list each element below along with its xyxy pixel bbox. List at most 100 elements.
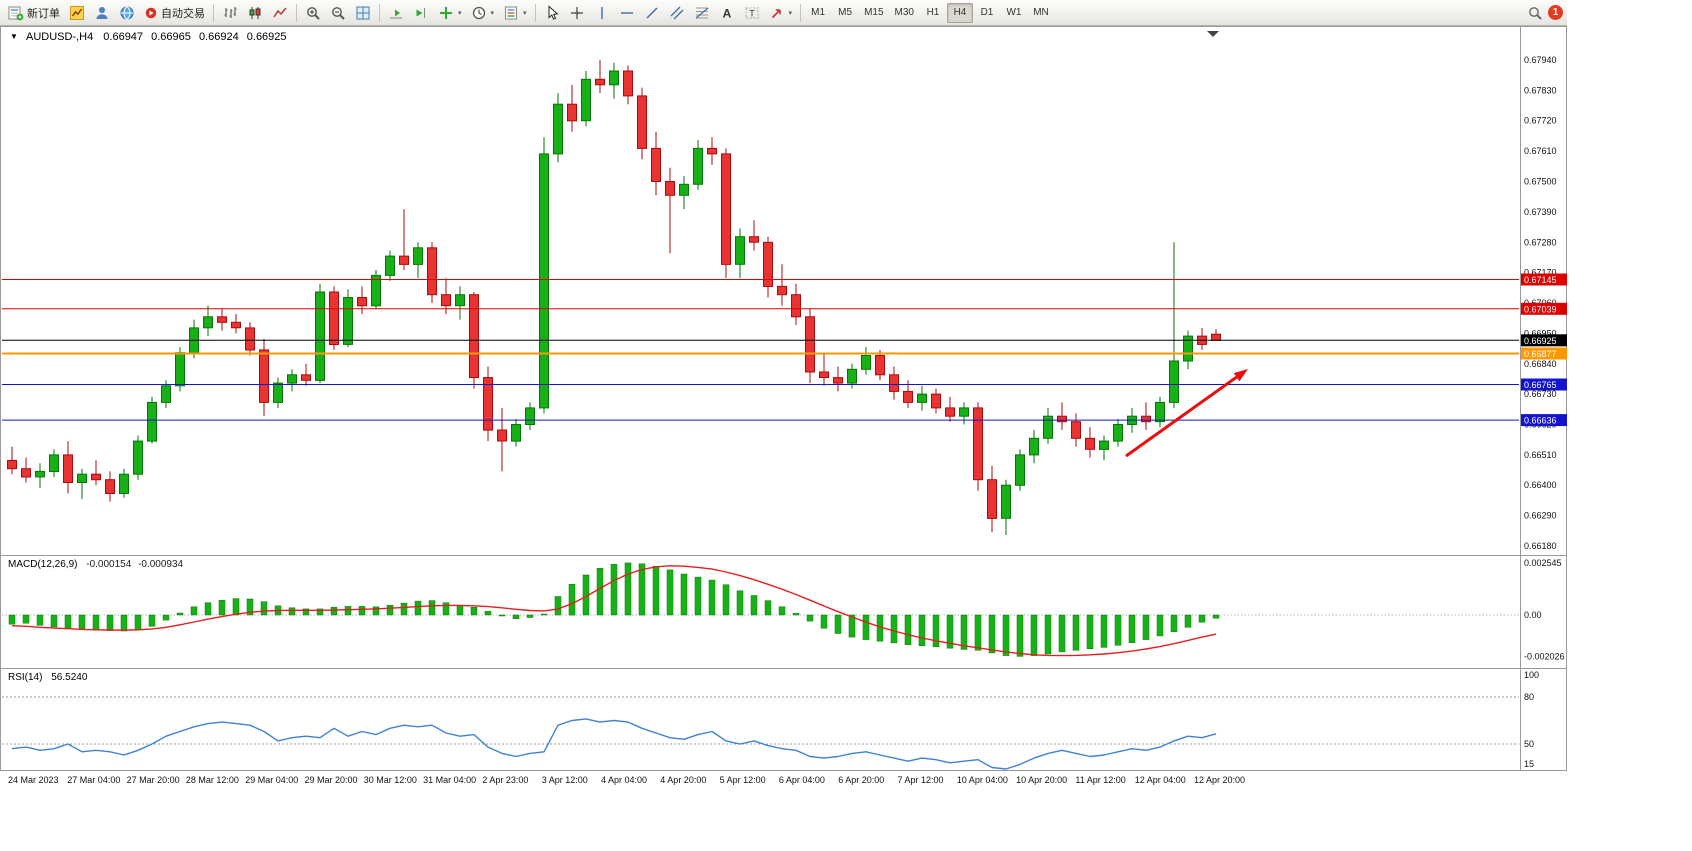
macd-histogram-bar (512, 614, 520, 619)
auto-scroll-icon (390, 9, 402, 18)
macd-histogram-bar (1198, 614, 1206, 623)
candle-body (749, 236, 759, 243)
candle-body (763, 241, 773, 288)
time-axis-label: 4 Apr 20:00 (660, 775, 706, 785)
community-person-icon (96, 6, 108, 19)
text-tool-button[interactable]: A (715, 2, 739, 24)
chart-shift-button[interactable] (409, 2, 433, 24)
zoom-out-button[interactable] (326, 2, 350, 24)
macd-histogram-bar (36, 614, 44, 626)
macd-histogram-bar (946, 614, 954, 649)
crosshair-tool-button[interactable] (565, 2, 589, 24)
cursor-tool-button[interactable] (540, 2, 564, 24)
macd-histogram-bar (1128, 614, 1136, 643)
macd-histogram-bar (778, 606, 786, 616)
trendline-tool-button[interactable] (640, 2, 664, 24)
bar-chart-icon (224, 6, 237, 18)
macd-histogram-bar (904, 614, 912, 645)
price-axis-tick: 0.67280 (1524, 237, 1557, 247)
timeframe-h4[interactable]: H4 (946, 2, 973, 23)
timeframe-m15[interactable]: M15 (864, 7, 884, 18)
tile-windows-button[interactable] (351, 2, 375, 24)
macd-histogram-bar (1156, 614, 1164, 637)
horizontal-line-tool-button[interactable] (615, 2, 639, 24)
toolbar-separator (379, 3, 380, 22)
candle-body (959, 407, 969, 417)
candle-body (203, 316, 213, 329)
trend-arrow-line[interactable] (1125, 375, 1238, 458)
autotrading-button[interactable]: 自动交易 (140, 2, 209, 24)
new-chart-button[interactable] (65, 2, 89, 24)
macd-histogram-bar (932, 614, 940, 648)
candle-body (707, 147, 717, 155)
auto-scroll-button[interactable] (384, 2, 408, 24)
macd-histogram-bar (918, 614, 926, 647)
macd-axis-label: 0.00 (1524, 610, 1542, 620)
candle-body (7, 459, 17, 470)
indicators-button[interactable]: ▾ (434, 2, 466, 24)
candle-body (623, 70, 633, 97)
candle-body (651, 147, 661, 182)
price-axis-tick: 0.66840 (1524, 359, 1557, 369)
notification-badge[interactable]: 1 (1548, 5, 1563, 20)
macd-histogram-bar (358, 606, 366, 616)
periods-button[interactable]: ▾ (467, 2, 499, 24)
new-order-button[interactable]: 新订单 (4, 2, 64, 24)
trendline-icon (646, 7, 658, 18)
candle-body (721, 153, 731, 265)
candle-body (693, 147, 703, 185)
timeframe-w1[interactable]: W1 (1006, 7, 1022, 18)
arrow-tool-icon (771, 8, 781, 18)
dropdown-caret: ▾ (788, 9, 793, 17)
macd-histogram-bar (862, 614, 870, 640)
search-button[interactable] (1523, 2, 1547, 24)
timeframe-d1[interactable]: D1 (980, 7, 994, 18)
line-chart-button[interactable] (268, 2, 292, 24)
candle-body (553, 103, 563, 155)
new-order-label: 新订单 (27, 7, 60, 20)
rsi-axis-label: 15 (1524, 759, 1534, 769)
timeframe-m1[interactable]: M1 (811, 7, 826, 18)
rsi-axis-label: 50 (1524, 739, 1534, 749)
time-axis-label: 12 Apr 04:00 (1135, 775, 1186, 785)
market-button[interactable] (115, 2, 139, 24)
timeframe-m5[interactable]: M5 (838, 7, 853, 18)
candle-body (119, 473, 129, 495)
price-axis-tick: 0.66290 (1524, 511, 1557, 521)
vertical-line-tool-button[interactable] (590, 2, 614, 24)
time-axis-label: 11 Apr 12:00 (1075, 775, 1125, 785)
macd-histogram-bar (176, 612, 184, 616)
bar-chart-button[interactable] (218, 2, 242, 24)
timeframe-h1[interactable]: H1 (926, 7, 940, 18)
time-axis-label: 24 Mar 2023 (8, 775, 59, 785)
chart-shift-marker[interactable] (1207, 31, 1219, 37)
template-icon (505, 6, 518, 19)
macd-histogram-bar (470, 606, 478, 616)
one-click-trading-toggle[interactable]: ▼ (10, 32, 18, 41)
candle-body (777, 285, 787, 296)
macd-histogram-bar (190, 606, 198, 616)
channel-tool-button[interactable] (665, 2, 689, 24)
toolbar-separator (296, 3, 297, 22)
macd-histogram-bar (568, 584, 576, 616)
candle-body (945, 407, 955, 417)
rsi-panel-label: RSI(14) 56.5240 (8, 672, 87, 683)
arrows-tool-button[interactable]: ▾ (765, 2, 797, 24)
candle-body (105, 479, 115, 495)
zoom-in-button[interactable] (301, 2, 325, 24)
macd-histogram-bar (330, 606, 338, 616)
candle-body (413, 247, 423, 265)
timeframe-m30[interactable]: M30 (894, 7, 914, 18)
timeframe-mn[interactable]: MN (1033, 7, 1049, 18)
text-label-tool-button[interactable]: T (740, 2, 764, 24)
level-price-label: 0.67145 (1524, 275, 1557, 285)
candlestick-chart-button[interactable] (243, 2, 267, 24)
price-chart[interactable]: 0.67940 0.67830 0.67720 0.67610 0.67500 0.673… (0, 26, 1567, 816)
candle-body (175, 352, 185, 387)
templates-button[interactable]: ▾ (499, 2, 531, 24)
trend-arrow-head[interactable] (1233, 369, 1248, 382)
candle-body (35, 470, 45, 478)
fibonacci-tool-button[interactable] (690, 2, 714, 24)
community-button[interactable] (90, 2, 114, 24)
